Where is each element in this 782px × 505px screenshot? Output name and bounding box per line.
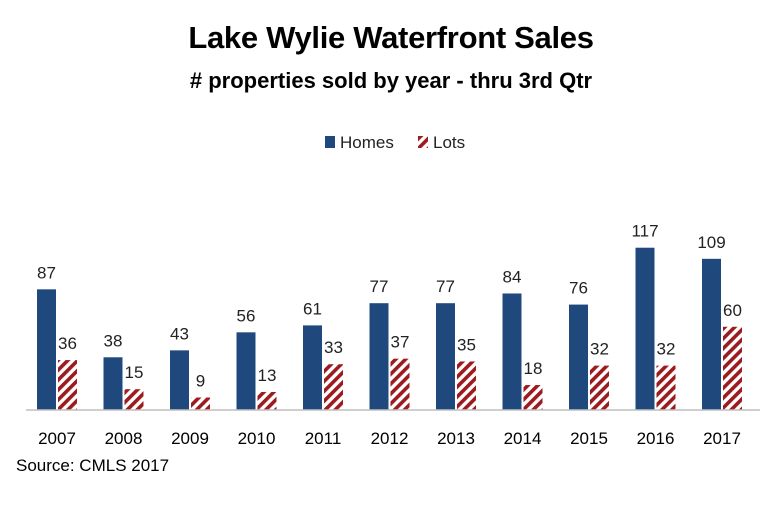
bar-lots-2008 — [124, 389, 144, 410]
x-tick-2007: 2007 — [38, 429, 76, 448]
bar-lots-2014 — [523, 385, 543, 410]
bar-homes-2007 — [37, 289, 56, 410]
label-homes-2007: 87 — [37, 263, 56, 282]
bar-homes-2011 — [303, 325, 322, 410]
bar-lots-2013 — [457, 361, 476, 410]
label-homes-2014: 84 — [503, 267, 522, 286]
bar-lots-2016 — [656, 365, 676, 410]
x-tick-2013: 2013 — [437, 429, 475, 448]
label-lots-2010: 13 — [258, 366, 277, 385]
label-homes-2010: 56 — [237, 306, 256, 325]
bar-lots-2007 — [58, 360, 77, 410]
legend-label-homes: Homes — [340, 133, 394, 152]
bar-homes-2010 — [236, 332, 256, 410]
x-tick-2012: 2012 — [371, 429, 409, 448]
label-homes-2016: 117 — [631, 222, 658, 241]
chart-title: Lake Wylie Waterfront Sales — [188, 20, 594, 55]
label-homes-2013: 77 — [436, 277, 455, 296]
label-lots-2016: 32 — [657, 340, 676, 359]
bar-lots-2011 — [324, 364, 343, 410]
label-lots-2013: 35 — [457, 335, 476, 354]
label-lots-2012: 37 — [391, 333, 410, 352]
bar-homes-2013 — [436, 303, 455, 410]
legend-swatch-homes — [325, 136, 335, 148]
x-tick-labels: 2007 2008 2009 2010 2011 2012 2013 2014 2015 2016… — [38, 429, 741, 448]
label-lots-2017: 60 — [723, 301, 742, 320]
label-homes-2011: 61 — [303, 299, 322, 318]
source-note: Source: CMLS 2017 — [16, 456, 170, 475]
bar-homes-2014 — [502, 293, 522, 410]
bar-homes-2016 — [635, 247, 655, 410]
legend-swatch-lots — [418, 136, 428, 148]
x-tick-2015: 2015 — [570, 429, 608, 448]
bar-homes-2009 — [170, 350, 189, 410]
bar-homes-2015 — [569, 304, 588, 410]
label-lots-2014: 18 — [524, 359, 543, 378]
x-tick-2017: 2017 — [703, 429, 741, 448]
label-lots-2007: 36 — [58, 334, 77, 353]
x-tick-2010: 2010 — [238, 429, 276, 448]
bar-homes-2017 — [702, 258, 721, 410]
label-lots-2015: 32 — [590, 340, 609, 359]
label-homes-2017: 109 — [697, 233, 725, 252]
x-tick-2009: 2009 — [171, 429, 209, 448]
x-tick-2008: 2008 — [105, 429, 143, 448]
label-homes-2012: 77 — [370, 277, 389, 296]
bar-lots-2012 — [390, 358, 410, 410]
x-tick-2011: 2011 — [305, 429, 342, 448]
legend-label-lots: Lots — [433, 133, 465, 152]
bar-lots-2015 — [590, 365, 609, 410]
chart-subtitle: # properties sold by year - thru 3rd Qtr — [189, 68, 593, 93]
label-homes-2008: 38 — [104, 331, 123, 350]
bar-lots-2010 — [257, 391, 277, 410]
label-homes-2015: 76 — [569, 279, 588, 298]
x-tick-2014: 2014 — [504, 429, 542, 448]
bar-lots-2009 — [191, 397, 210, 410]
legend: Homes Lots — [325, 133, 465, 152]
bar-lots-2017 — [723, 326, 742, 410]
bars-group — [37, 247, 742, 410]
label-lots-2009: 9 — [196, 372, 205, 391]
bar-homes-2008 — [103, 357, 123, 410]
label-lots-2011: 33 — [324, 338, 343, 357]
label-lots-2008: 15 — [125, 363, 144, 382]
x-tick-2016: 2016 — [637, 429, 675, 448]
label-homes-2009: 43 — [170, 324, 189, 343]
bar-homes-2012 — [369, 303, 389, 410]
